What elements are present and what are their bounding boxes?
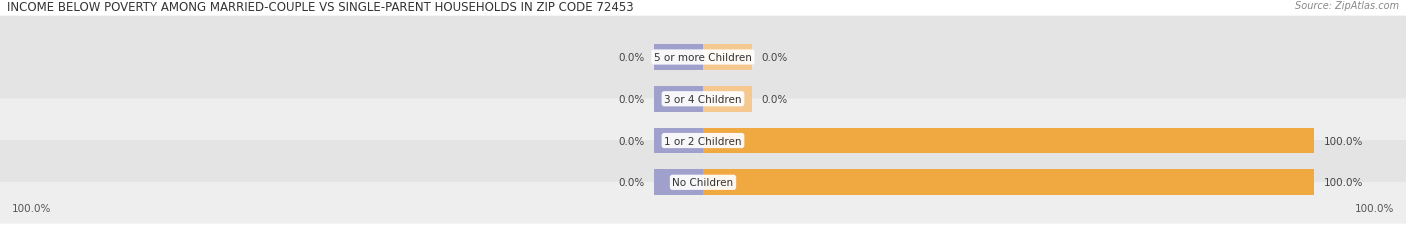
Bar xyxy=(654,128,703,154)
FancyBboxPatch shape xyxy=(0,100,1406,182)
Bar xyxy=(654,86,703,112)
FancyBboxPatch shape xyxy=(0,141,1406,224)
Text: 0.0%: 0.0% xyxy=(619,136,645,146)
Bar xyxy=(654,45,703,71)
FancyBboxPatch shape xyxy=(0,17,1406,99)
Text: 100.0%: 100.0% xyxy=(1323,177,1362,188)
Text: 5 or more Children: 5 or more Children xyxy=(654,53,752,63)
Text: 100.0%: 100.0% xyxy=(1354,203,1393,213)
Bar xyxy=(703,170,1315,195)
Text: 100.0%: 100.0% xyxy=(1323,136,1362,146)
Text: 1 or 2 Children: 1 or 2 Children xyxy=(664,136,742,146)
FancyBboxPatch shape xyxy=(0,58,1406,140)
Text: Source: ZipAtlas.com: Source: ZipAtlas.com xyxy=(1295,1,1399,11)
Text: 0.0%: 0.0% xyxy=(619,94,645,104)
Bar xyxy=(654,170,703,195)
Text: INCOME BELOW POVERTY AMONG MARRIED-COUPLE VS SINGLE-PARENT HOUSEHOLDS IN ZIP COD: INCOME BELOW POVERTY AMONG MARRIED-COUPL… xyxy=(7,1,634,14)
Text: 0.0%: 0.0% xyxy=(619,53,645,63)
Text: 0.0%: 0.0% xyxy=(761,94,787,104)
Text: No Children: No Children xyxy=(672,177,734,188)
Text: 3 or 4 Children: 3 or 4 Children xyxy=(664,94,742,104)
Text: 0.0%: 0.0% xyxy=(619,177,645,188)
Text: 100.0%: 100.0% xyxy=(13,203,52,213)
Bar xyxy=(703,86,752,112)
Bar xyxy=(703,128,1315,154)
Bar xyxy=(703,45,752,71)
Text: 0.0%: 0.0% xyxy=(761,53,787,63)
